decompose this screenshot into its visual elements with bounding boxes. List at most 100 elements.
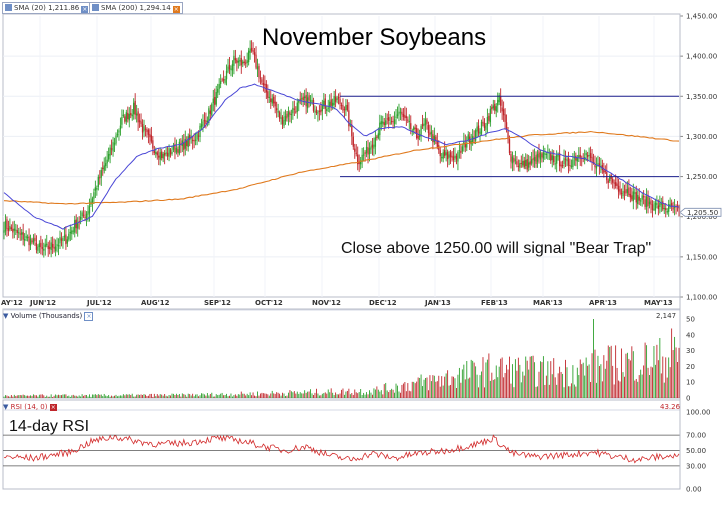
candle-body (342, 105, 344, 111)
candle-body (370, 146, 372, 150)
candle-body (445, 152, 447, 156)
rsi-close-icon[interactable]: × (49, 404, 57, 411)
rsi-collapse-icon[interactable]: ▼ (3, 403, 9, 411)
candle-body (187, 136, 189, 148)
candle-body (248, 50, 250, 63)
candle-body (556, 154, 558, 164)
candle-body (59, 237, 61, 244)
x-tick-label: APR'13 (589, 299, 617, 307)
candle-body (495, 106, 497, 112)
candle-body (672, 207, 674, 210)
candle-body (566, 159, 568, 162)
candle-body (289, 112, 291, 115)
candle-body (673, 205, 676, 208)
candle-body (165, 152, 167, 154)
volume-collapse-icon[interactable]: ▼ (3, 312, 9, 320)
candle-body (612, 178, 614, 183)
candle-body (365, 146, 368, 154)
price-y-tick-label: 1,350.00 (686, 93, 717, 101)
candle-body (433, 135, 435, 143)
candle-body (436, 140, 438, 147)
sma200-checkbox-icon[interactable] (92, 4, 99, 11)
candle-body (441, 157, 443, 159)
candle-body (640, 200, 642, 202)
candle-body (245, 62, 247, 64)
candle-body (38, 243, 41, 247)
rsi-line (3, 434, 680, 464)
candle-body (585, 153, 587, 156)
candle-body (398, 111, 400, 115)
candle-body (489, 108, 492, 123)
candle-body (212, 98, 214, 104)
volume-close-icon[interactable]: × (84, 312, 94, 321)
candle-body (522, 161, 524, 166)
sma20-legend-label: SMA (20) 1,211.86 (14, 4, 80, 12)
candle-body (43, 248, 45, 251)
volume-panel-header[interactable]: ▼ Volume (Thousands) × (3, 312, 94, 321)
candle-body (594, 164, 596, 168)
candle-body (6, 219, 8, 230)
sma20-legend[interactable]: SMA (20) 1,211.86 × (2, 2, 92, 14)
candle-body (647, 195, 649, 206)
candle-body (258, 65, 260, 78)
candle-body (432, 134, 434, 143)
candle-body (508, 139, 511, 153)
candle-body (144, 128, 147, 130)
candle-body (158, 155, 160, 158)
candle-body (4, 220, 7, 232)
candle-body (174, 143, 176, 153)
candle-body (498, 95, 500, 103)
candle-body (486, 116, 489, 126)
candle-body (668, 204, 670, 212)
sma200-close-icon[interactable]: × (172, 6, 180, 13)
sma20-checkbox-icon[interactable] (5, 4, 12, 11)
candle-body (131, 114, 133, 117)
candle-body (26, 236, 29, 238)
candle-body (482, 121, 484, 124)
candle-body (277, 110, 279, 113)
candle-body (517, 165, 520, 167)
candle-body (483, 122, 486, 129)
candle-body (93, 192, 95, 199)
candle-body (467, 134, 469, 141)
candle-body (249, 48, 251, 53)
candle-body (178, 141, 181, 154)
sma200-legend[interactable]: SMA (200) 1,294.14 × (89, 2, 183, 14)
candle-body (208, 108, 210, 124)
candle-body (156, 152, 158, 156)
candle-body (283, 119, 285, 126)
candle-body (202, 121, 204, 127)
candle-body (598, 163, 601, 167)
candle-body (271, 98, 273, 104)
x-tick-label: JUL'12 (86, 299, 112, 307)
candle-body (368, 148, 371, 155)
candle-body (511, 156, 514, 164)
rsi-y-tick-label: 0.00 (686, 486, 702, 494)
candle-body (47, 245, 49, 250)
candle-body (558, 153, 561, 167)
candle-body (9, 226, 11, 230)
candle-body (265, 84, 267, 93)
x-tick-label: MAR'13 (533, 299, 563, 307)
candle-body (550, 153, 552, 161)
candle-body (536, 153, 539, 162)
candle-body (442, 152, 444, 159)
candle-body (569, 164, 571, 166)
candle-body (380, 121, 382, 125)
candle-body (82, 214, 85, 216)
volume-y-tick-label: 40 (686, 331, 695, 339)
candle-body (533, 157, 536, 162)
candle-body (140, 121, 142, 125)
volume-bars-group (3, 319, 680, 398)
candle-body (420, 126, 422, 135)
rsi-last-value: 43.26 (660, 403, 681, 411)
candle-body (446, 151, 449, 160)
candle-body (113, 143, 116, 145)
candle-body (134, 100, 136, 115)
candle-body (364, 152, 366, 155)
sma20-close-icon[interactable]: × (81, 6, 89, 13)
candle-body (34, 237, 36, 241)
candle-body (237, 60, 239, 63)
rsi-panel-header[interactable]: ▼ RSI (14, 0) × (3, 403, 57, 411)
